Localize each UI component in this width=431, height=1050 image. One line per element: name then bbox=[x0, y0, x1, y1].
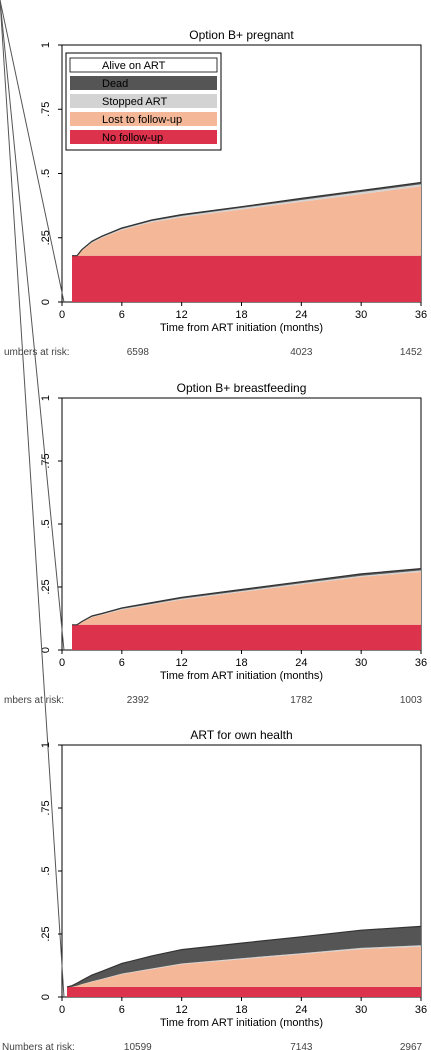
x-tick-label: 24 bbox=[295, 1004, 307, 1016]
at-risk-value: 1003 bbox=[400, 695, 423, 706]
at-risk-value: 6598 bbox=[127, 347, 150, 358]
panel-title: Option B+ pregnant bbox=[189, 28, 294, 42]
legend-label-nofollow: No follow-up bbox=[102, 132, 163, 144]
legend-swatch-nofollow bbox=[70, 130, 217, 144]
legend-swatch-alive bbox=[69, 57, 218, 73]
y-tick-label: .5 bbox=[40, 519, 52, 528]
legend-label-stopped: Stopped ART bbox=[102, 96, 168, 108]
x-tick-label: 12 bbox=[176, 657, 188, 669]
cumulative-outline bbox=[72, 568, 422, 626]
area-dead bbox=[67, 926, 421, 987]
area-no-follow-up bbox=[72, 255, 421, 302]
panel-title: ART for own health bbox=[190, 728, 292, 742]
cumulative-outline bbox=[72, 181, 422, 257]
panel-1: 0 .25 .5 .75 1 0 6 12 18 24 30 36 Option B+ pregnant… bbox=[0, 0, 427, 358]
x-tick-label: 0 bbox=[59, 657, 65, 669]
y-tick-label: 0 bbox=[40, 647, 52, 653]
legend-swatch-dead bbox=[70, 76, 217, 90]
diagonal-line bbox=[0, 0, 65, 998]
y-tick-label: 0 bbox=[40, 994, 52, 1000]
diagonal-line bbox=[0, 0, 65, 651]
diagonal-line bbox=[0, 0, 65, 303]
legend-label-alive: Alive on ART bbox=[102, 60, 166, 72]
y-tick-label: .75 bbox=[40, 102, 52, 117]
legend-label-lost: Lost to follow-up bbox=[102, 114, 182, 126]
y-tick-label: 1 bbox=[40, 395, 52, 401]
y-tick-label: 1 bbox=[40, 742, 52, 748]
legend: Alive on ART Dead Stopped ART Lost to follo… bbox=[65, 52, 222, 151]
x-tick-label: 0 bbox=[59, 309, 65, 321]
x-tick-label: 12 bbox=[176, 309, 188, 321]
x-tick-label: 36 bbox=[415, 309, 427, 321]
x-axis-label: Time from ART initiation (months) bbox=[160, 1017, 323, 1029]
y-tick-label: 0 bbox=[40, 299, 52, 305]
legend-label-dead: Dead bbox=[102, 78, 128, 90]
at-risk-value: 7143 bbox=[290, 1042, 313, 1050]
at-risk-value: 2967 bbox=[400, 1042, 423, 1050]
legend-swatch-stopped bbox=[70, 94, 217, 108]
panel-title: Option B+ breastfeeding bbox=[177, 381, 307, 395]
numbers-at-risk-label: umbers at risk: bbox=[4, 347, 70, 358]
numbers-at-risk-label: Numbers at risk: bbox=[2, 1042, 75, 1050]
x-tick-label: 0 bbox=[59, 1004, 65, 1016]
numbers-at-risk-label: mbers at risk: bbox=[4, 695, 64, 706]
x-tick-label: 18 bbox=[235, 309, 247, 321]
y-tick-label: .5 bbox=[40, 866, 52, 875]
x-tick-label: 6 bbox=[119, 309, 125, 321]
x-tick-label: 30 bbox=[355, 657, 367, 669]
x-tick-label: 6 bbox=[119, 1004, 125, 1016]
at-risk-value: 1782 bbox=[290, 695, 313, 706]
x-tick-label: 36 bbox=[415, 657, 427, 669]
x-tick-label: 30 bbox=[355, 309, 367, 321]
x-tick-label: 36 bbox=[415, 1004, 427, 1016]
x-axis-label: Time from ART initiation (months) bbox=[160, 670, 323, 682]
x-tick-label: 18 bbox=[235, 657, 247, 669]
x-axis-label: Time from ART initiation (months) bbox=[160, 322, 323, 334]
x-tick-label: 24 bbox=[295, 657, 307, 669]
at-risk-value: 4023 bbox=[290, 347, 313, 358]
x-tick-label: 12 bbox=[176, 1004, 188, 1016]
area-lost-to-follow-up bbox=[72, 571, 421, 625]
y-tick-label: .25 bbox=[40, 230, 52, 245]
x-tick-label: 6 bbox=[119, 657, 125, 669]
cumulative-outline bbox=[66, 925, 422, 988]
at-risk-value: 2392 bbox=[127, 695, 150, 706]
x-tick-label: 24 bbox=[295, 309, 307, 321]
at-risk-value: 10599 bbox=[124, 1042, 152, 1050]
legend-swatch-lost bbox=[70, 112, 217, 126]
y-tick-label: .25 bbox=[40, 579, 52, 594]
y-tick-label: .75 bbox=[40, 800, 52, 815]
x-tick-label: 18 bbox=[235, 1004, 247, 1016]
panel-2: 0 .25 .5 .75 1 0 6 12 18 24 30 36 Option B+ breastfe… bbox=[0, 0, 427, 706]
y-tick-label: 1 bbox=[40, 42, 52, 48]
y-tick-label: .25 bbox=[40, 926, 52, 941]
y-tick-label: .5 bbox=[40, 169, 52, 178]
area-lost-to-follow-up bbox=[67, 946, 421, 987]
y-tick-label: .75 bbox=[40, 453, 52, 468]
area-no-follow-up bbox=[72, 624, 421, 650]
at-risk-value: 1452 bbox=[400, 347, 423, 358]
x-tick-label: 30 bbox=[355, 1004, 367, 1016]
area-lost-to-follow-up bbox=[72, 186, 421, 256]
area-no-follow-up bbox=[67, 986, 421, 997]
